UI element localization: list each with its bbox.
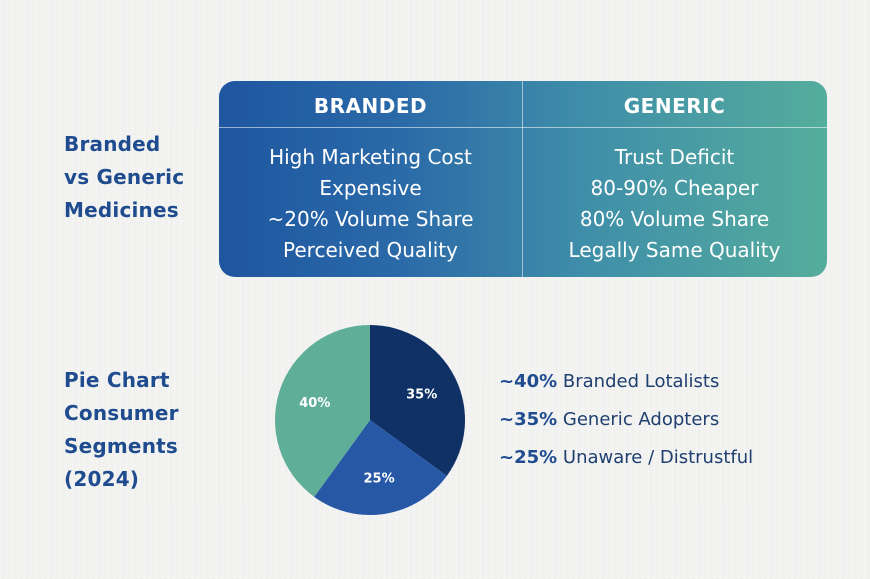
legend-label: Unaware / Distrustful	[562, 447, 754, 468]
comparison-title-line-1: Branded	[64, 132, 161, 156]
pie-slice-label-35: 35%	[406, 388, 437, 403]
pie-title-line-2: Consumer	[64, 401, 179, 425]
pie-chart: 35% 25% 40%	[275, 325, 465, 515]
legend-pct: ~40%	[499, 371, 558, 392]
pie-slice-label-40: 40%	[299, 396, 330, 411]
pie-title-line-1: Pie Chart	[64, 368, 170, 392]
generic-row-3: 80% Volume Share	[579, 207, 770, 231]
generic-header: GENERIC	[623, 94, 726, 118]
generic-row-4: Legally Same Quality	[568, 238, 781, 262]
comparison-title-line-2: vs Generic	[64, 165, 185, 189]
branded-row-4: Perceived Quality	[283, 238, 458, 262]
branded-column: BRANDED High Marketing Cost Expensive ~2…	[219, 81, 522, 277]
header-divider	[219, 127, 827, 128]
pie-title-line-4: (2024)	[64, 467, 140, 491]
generic-column: GENERIC Trust Deficit 80-90% Cheaper 80%…	[523, 81, 826, 277]
pie-section-title: Pie Chart Consumer Segments (2024)	[64, 364, 179, 496]
legend-item-branded-lotalists: ~40% Branded Lotalists	[499, 367, 753, 405]
comparison-title-line-3: Medicines	[64, 198, 179, 222]
branded-row-1: High Marketing Cost	[269, 145, 472, 169]
pie-slice-label-25: 25%	[364, 471, 395, 486]
branded-row-2: Expensive	[319, 176, 422, 200]
pie-title-line-3: Segments	[64, 434, 178, 458]
generic-row-2: 80-90% Cheaper	[590, 176, 759, 200]
legend-label: Generic Adopters	[562, 409, 720, 430]
pie-slice-40	[275, 325, 370, 497]
legend-pct: ~25%	[499, 447, 558, 468]
comparison-title: Branded vs Generic Medicines	[64, 128, 184, 227]
generic-row-1: Trust Deficit	[614, 145, 735, 169]
pie-slice-35	[370, 325, 465, 476]
legend-item-generic-adopters: ~35% Generic Adopters	[499, 405, 753, 443]
legend-label: Branded Lotalists	[562, 371, 720, 392]
comparison-table: BRANDED High Marketing Cost Expensive ~2…	[219, 81, 827, 277]
pie-legend: ~40% Branded Lotalists ~35% Generic Adop…	[499, 367, 753, 481]
column-divider	[522, 81, 523, 277]
legend-item-unaware-distrustful: ~25% Unaware / Distrustful	[499, 443, 753, 481]
legend-pct: ~35%	[499, 409, 558, 430]
branded-header: BRANDED	[313, 94, 428, 118]
pie-slice-25	[314, 420, 447, 515]
branded-row-3: ~20% Volume Share	[267, 207, 474, 231]
